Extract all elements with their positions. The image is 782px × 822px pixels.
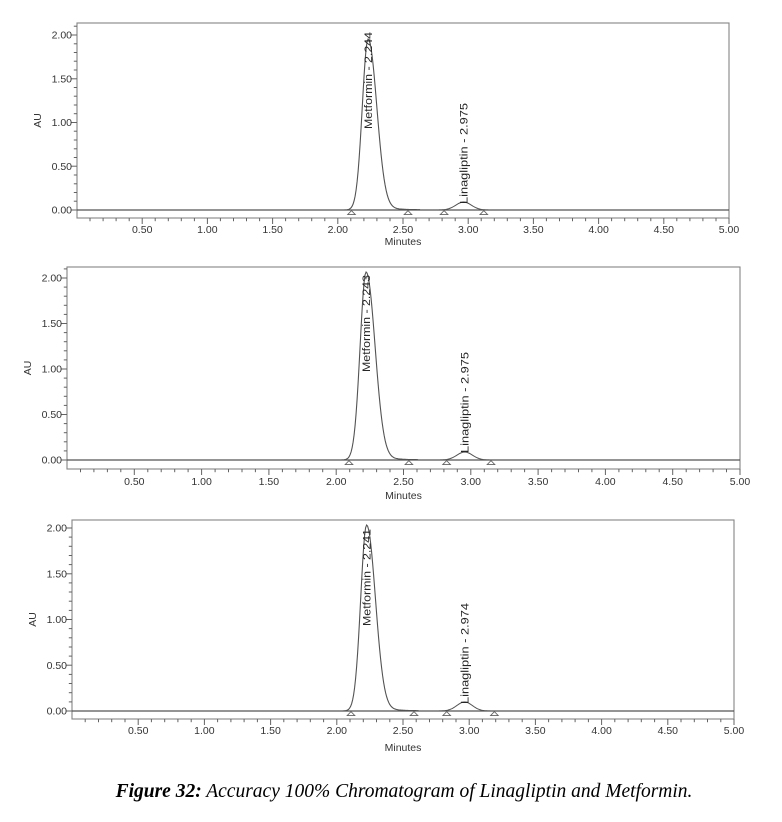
svg-text:Metformin - 2.244: Metformin - 2.244 xyxy=(363,32,375,129)
svg-text:1.50: 1.50 xyxy=(259,476,280,488)
svg-text:1.00: 1.00 xyxy=(42,364,63,376)
svg-text:Minutes: Minutes xyxy=(385,742,422,754)
svg-text:Linagliptin - 2.975: Linagliptin - 2.975 xyxy=(460,352,472,453)
svg-text:3.00: 3.00 xyxy=(458,224,479,236)
svg-text:2.50: 2.50 xyxy=(393,725,414,737)
svg-text:1.00: 1.00 xyxy=(52,117,73,129)
svg-text:0.50: 0.50 xyxy=(128,725,149,737)
svg-text:Minutes: Minutes xyxy=(385,236,422,248)
svg-text:3.50: 3.50 xyxy=(523,224,544,236)
svg-text:2.00: 2.00 xyxy=(326,476,347,488)
svg-text:0.50: 0.50 xyxy=(124,476,145,488)
svg-text:5.00: 5.00 xyxy=(724,725,745,737)
svg-text:3.00: 3.00 xyxy=(461,476,482,488)
svg-text:3.50: 3.50 xyxy=(525,725,546,737)
svg-text:1.50: 1.50 xyxy=(260,725,281,737)
svg-text:5.00: 5.00 xyxy=(730,476,751,488)
svg-text:1.00: 1.00 xyxy=(47,614,68,626)
svg-text:1.50: 1.50 xyxy=(42,318,63,330)
svg-text:0.00: 0.00 xyxy=(42,455,63,467)
svg-text:1.50: 1.50 xyxy=(47,568,68,580)
svg-text:4.50: 4.50 xyxy=(658,725,679,737)
svg-text:4.50: 4.50 xyxy=(654,224,675,236)
svg-text:2.00: 2.00 xyxy=(328,224,349,236)
svg-text:2.00: 2.00 xyxy=(327,725,348,737)
svg-text:0.50: 0.50 xyxy=(42,409,63,421)
svg-text:AU: AU xyxy=(27,612,39,627)
svg-text:3.50: 3.50 xyxy=(528,476,549,488)
svg-text:4.00: 4.00 xyxy=(595,476,616,488)
svg-text:Linagliptin - 2.975: Linagliptin - 2.975 xyxy=(459,103,471,204)
svg-text:Minutes: Minutes xyxy=(385,490,422,502)
svg-text:Metformin - 2.241: Metformin - 2.241 xyxy=(362,529,374,626)
svg-text:3.00: 3.00 xyxy=(459,725,480,737)
svg-text:2.00: 2.00 xyxy=(42,273,63,285)
svg-text:1.00: 1.00 xyxy=(191,476,212,488)
svg-text:1.00: 1.00 xyxy=(197,224,218,236)
svg-text:2.00: 2.00 xyxy=(52,30,73,42)
svg-text:1.00: 1.00 xyxy=(194,725,215,737)
svg-text:4.50: 4.50 xyxy=(662,476,683,488)
svg-text:2.50: 2.50 xyxy=(393,224,414,236)
svg-text:0.50: 0.50 xyxy=(132,224,153,236)
svg-text:Linagliptin - 2.974: Linagliptin - 2.974 xyxy=(460,603,472,704)
svg-text:0.50: 0.50 xyxy=(52,161,73,173)
svg-text:4.00: 4.00 xyxy=(591,725,612,737)
svg-text:AU: AU xyxy=(32,113,44,128)
svg-text:Metformin - 2.243: Metformin - 2.243 xyxy=(361,275,373,372)
svg-text:1.50: 1.50 xyxy=(262,224,283,236)
svg-text:5.00: 5.00 xyxy=(719,224,740,236)
svg-text:4.00: 4.00 xyxy=(588,224,609,236)
svg-text:2.50: 2.50 xyxy=(393,476,414,488)
svg-text:0.00: 0.00 xyxy=(47,706,68,718)
svg-text:1.50: 1.50 xyxy=(52,73,73,85)
svg-text:AU: AU xyxy=(22,361,34,376)
svg-text:0.50: 0.50 xyxy=(47,660,68,672)
svg-text:0.00: 0.00 xyxy=(52,205,73,217)
svg-text:2.00: 2.00 xyxy=(47,523,68,535)
